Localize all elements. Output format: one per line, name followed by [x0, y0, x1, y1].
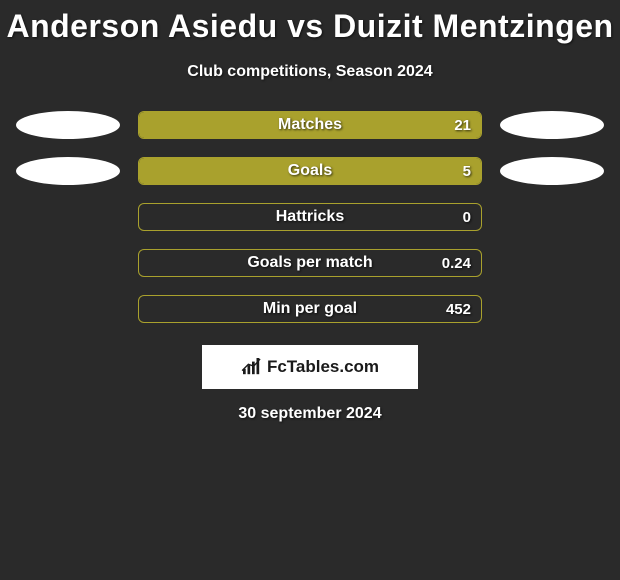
stat-row: Hattricks0: [0, 203, 620, 231]
stat-bar: Goals per match0.24: [138, 249, 482, 277]
stat-value: 0: [463, 204, 471, 230]
right-ellipse: [500, 111, 604, 139]
logo-box: FcTables.com: [202, 345, 418, 389]
stat-rows: Matches21 Goals5 Hattricks0 Goals per match…: [0, 111, 620, 323]
stat-value: 5: [463, 158, 471, 184]
stat-bar: Matches21: [138, 111, 482, 139]
logo-text: FcTables.com: [267, 357, 379, 377]
right-ellipse: [500, 157, 604, 185]
stat-value: 0.24: [442, 250, 471, 276]
left-ellipse: [16, 157, 120, 185]
stat-row: Goals per match0.24: [0, 249, 620, 277]
stat-value: 21: [454, 112, 471, 138]
stat-row: Min per goal452: [0, 295, 620, 323]
stat-label: Hattricks: [139, 204, 481, 230]
stat-label: Min per goal: [139, 296, 481, 322]
subtitle: Club competitions, Season 2024: [0, 63, 620, 81]
stat-row: Matches21: [0, 111, 620, 139]
page-title: Anderson Asiedu vs Duizit Mentzingen: [0, 8, 620, 45]
date-text: 30 september 2024: [0, 405, 620, 423]
stat-bar: Min per goal452: [138, 295, 482, 323]
left-ellipse: [16, 111, 120, 139]
stat-label: Matches: [139, 112, 481, 138]
stat-label: Goals per match: [139, 250, 481, 276]
stat-label: Goals: [139, 158, 481, 184]
stat-bar: Goals5: [138, 157, 482, 185]
stat-bar: Hattricks0: [138, 203, 482, 231]
stat-row: Goals5: [0, 157, 620, 185]
stat-value: 452: [446, 296, 471, 322]
infographic-container: Anderson Asiedu vs Duizit Mentzingen Clu…: [0, 0, 620, 423]
bar-chart-icon: [241, 358, 263, 376]
